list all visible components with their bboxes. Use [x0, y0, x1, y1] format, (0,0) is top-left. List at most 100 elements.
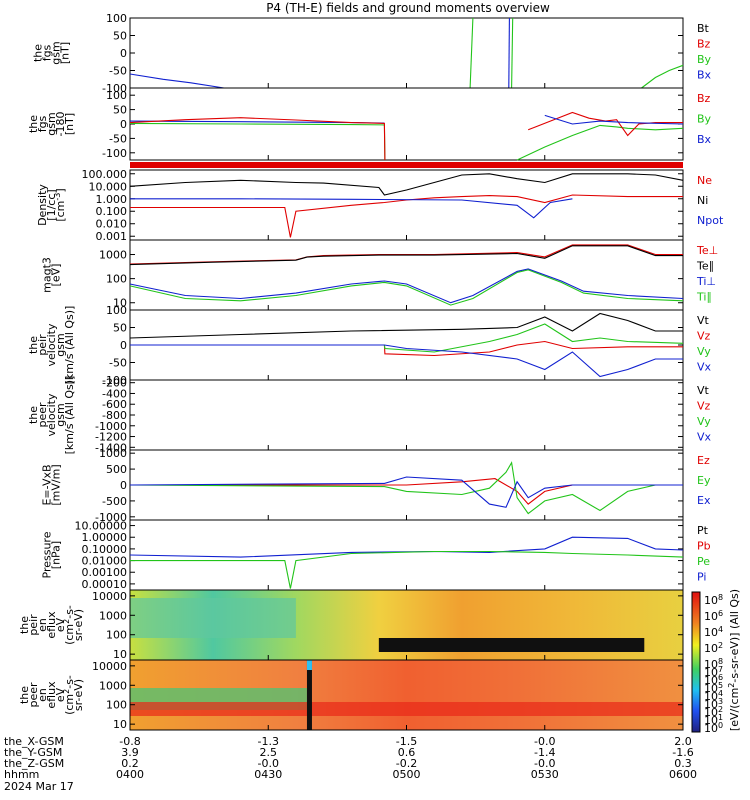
peer_velocity-ylabel-line: [km/s (All Qs)] [63, 376, 76, 455]
density-series-Ni-0 [129, 173, 684, 196]
footer-value: 2.0 [674, 735, 692, 748]
footer-value: -0.0 [534, 757, 555, 770]
temperature-series-Te∥-1 [129, 245, 683, 266]
peir_velocity-legend-2: Vy [697, 345, 711, 358]
efield-legend-0: Ez [697, 454, 710, 467]
peir_velocity-series-Vx-3 [130, 344, 683, 378]
temperature-ytick-label: 1000 [99, 249, 127, 262]
peer_eflux-ylabel-line: (cm2-s- [62, 675, 77, 715]
footer-value: -1.3 [258, 735, 279, 748]
footer-value: -0.8 [119, 735, 140, 748]
footer-value: -1.6 [672, 746, 693, 759]
efield-ylabel-line: E=-VxB [41, 464, 54, 505]
footer-row-label: the_Y-GSM [4, 746, 62, 759]
efield-ylabel-line: [mV/m] [50, 464, 63, 505]
temperature-ytick-label: 10 [113, 297, 127, 310]
footer-value: 0500 [393, 768, 421, 781]
footer-row-label: the_Z-GSM [4, 757, 64, 770]
panel-pressure: 10.000001.000000.100000.010000.001000.00… [41, 519, 711, 591]
peer_velocity-ylabel-line: peer [36, 402, 49, 428]
temperature-ytick-label: 100 [106, 273, 127, 286]
colorbar-0-tick: 102 [704, 641, 723, 656]
temperature-series-Te⊥-0 [129, 244, 683, 265]
peir_eflux-ytick-label: 1000 [99, 609, 127, 622]
chart-title: P4 (TH-E) fields and ground moments over… [266, 1, 550, 15]
peer_velocity-ylabel-line: the [27, 406, 40, 424]
fgs_despun-ylabel-line: -180 [54, 112, 67, 137]
density-ytick-label: 10.000 [89, 180, 128, 193]
peir_velocity-ytick-label: 0 [120, 339, 127, 352]
footer-value: 0.3 [674, 757, 692, 770]
peir_eflux-ytick-label: 100 [106, 629, 127, 642]
footer-value: -1.4 [534, 746, 555, 759]
colorbar-label: [eV/(cm2-s-sr-eV)] (All Qs) [727, 589, 742, 731]
peer_eflux-ylabel-line: en [36, 688, 49, 702]
peer_eflux-ylabel-line: eflux [45, 681, 58, 709]
efield-series-Ex-2 [129, 476, 683, 508]
density-series-Npot-2 [130, 198, 573, 219]
peer_velocity-frame [129, 379, 684, 451]
footer-row-label: hhmm [4, 768, 39, 781]
peir_velocity-ytick-label: 50 [113, 322, 127, 335]
fgs_despun-ytick-label: -50 [109, 132, 127, 145]
peer_eflux-ytick-label: 100 [106, 699, 127, 712]
efield-ytick-label: 0 [120, 479, 127, 492]
fgs-legend-0: Bt [697, 22, 710, 35]
peir_eflux-ylabel-line: eV [54, 617, 67, 632]
fgs_despun-ytick-label: -100 [102, 147, 127, 160]
peir_velocity-ylabel-line: peir [36, 334, 49, 356]
pressure-ytick-label: 10.00000 [75, 520, 128, 533]
footer-value: -0.0 [258, 757, 279, 770]
peer_velocity-ylabel-line: gsm [54, 403, 67, 426]
peir_velocity-legend-1: Vz [697, 330, 711, 343]
fgs_despun-ylabel-line: fgs [36, 115, 49, 132]
fgs_despun-ytick-label: 50 [113, 104, 127, 117]
peir_velocity-series-Vz-1 [130, 340, 683, 357]
footer-value: -1.5 [396, 735, 417, 748]
fgs-frame [129, 17, 684, 89]
peer_eflux-ylabel-line: the [18, 686, 31, 704]
peer_velocity-ytick-label: -1000 [95, 420, 127, 433]
data-gap-top [306, 660, 312, 670]
data-gap-column [306, 660, 312, 730]
density-ylabel-line: [1/cc] [45, 189, 58, 220]
fgs-ylabel-line: gsm [50, 41, 63, 64]
density-ytick-label: 100.000 [82, 168, 128, 181]
panel-stack: 100500-50-100thefgsgsm[nT]BtBzByBx100500… [18, 12, 741, 735]
temperature-ylabel-line: magt3 [41, 257, 54, 293]
peer_eflux-ylabel-line: peer [27, 682, 40, 708]
peir_velocity-legend-0: Vt [697, 314, 710, 327]
fgs_despun-ytick-label: 0 [120, 118, 127, 131]
peir_velocity-ylabel-line: velocity [45, 323, 58, 366]
footer-value: -0.2 [396, 757, 417, 770]
fgs-legend-2: By [697, 53, 712, 66]
density-ytick-label: 1.000 [96, 193, 128, 206]
density-ylabel-line: [cm-3] [53, 188, 68, 221]
cool-region [130, 598, 296, 638]
fgs-series-By-1 [469, 17, 474, 89]
fgs-ylabel-line: fgs [41, 44, 54, 61]
temperature-legend-3: Ti∥ [696, 291, 712, 304]
colorbar-1-tick: 100 [704, 721, 723, 736]
peer_eflux-ylabel-line: sr-eV) [72, 679, 85, 711]
efield-ytick-label: -500 [102, 495, 127, 508]
peir_eflux-ytick-label: 10 [113, 648, 127, 661]
peer_velocity-ytick-label: -1400 [95, 441, 127, 454]
pressure-series-Pe-1 [130, 550, 684, 589]
fgs-ytick-label: -100 [102, 82, 127, 95]
peir_velocity-series-Vy-2 [130, 323, 684, 353]
fgs_despun-legend-2: Bx [697, 133, 712, 146]
pressure-ytick-label: 0.10000 [82, 543, 128, 556]
footer-value: 0.2 [121, 757, 139, 770]
efield-ytick-label: 1000 [99, 447, 127, 460]
peir_eflux-ylabel-line: en [36, 618, 49, 632]
pressure-ytick-label: 0.00100 [82, 566, 128, 579]
fgs-series-By-3 [511, 17, 514, 89]
footer-value: 0600 [669, 768, 697, 781]
footer-value: 0430 [254, 768, 282, 781]
colorbar-0-tick: 106 [704, 609, 723, 624]
footer-row-label: the_X-GSM [4, 735, 64, 748]
peer_velocity-legend-2: Vy [697, 415, 711, 428]
density-ytick-label: 0.100 [96, 205, 128, 218]
